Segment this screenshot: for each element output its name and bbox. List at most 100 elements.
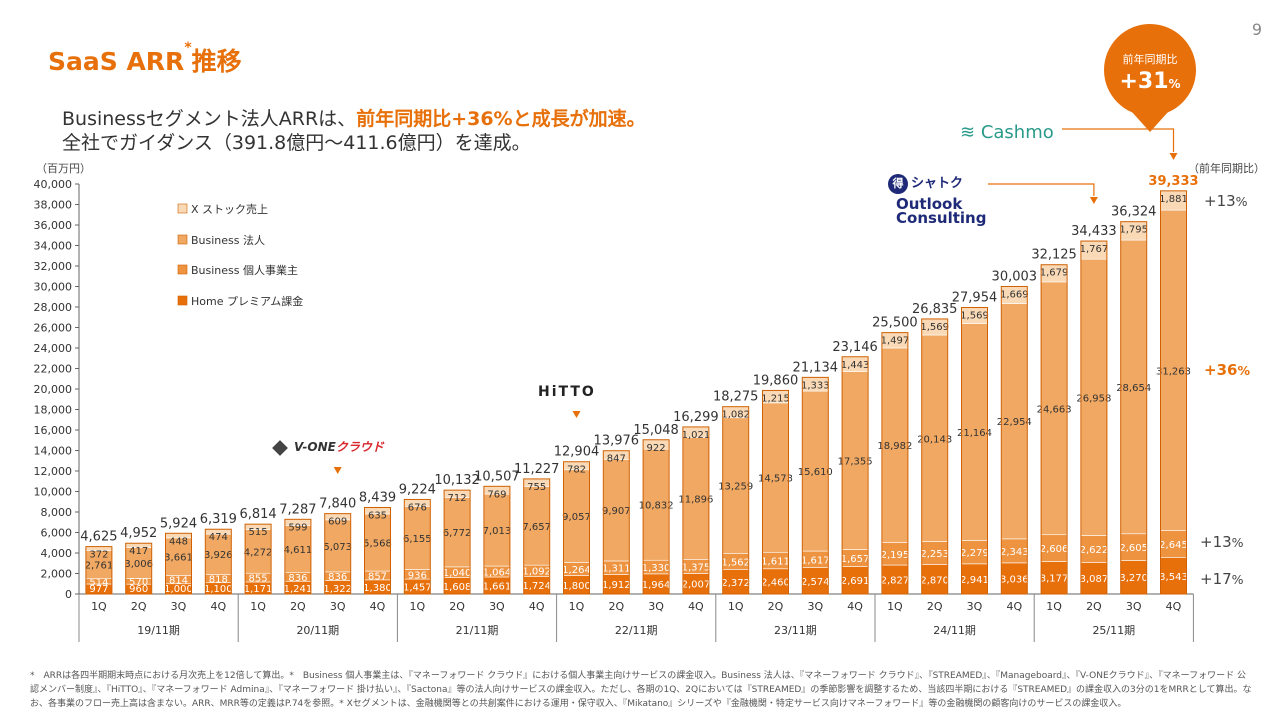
bar-outline	[324, 513, 352, 595]
bar-outline	[1160, 190, 1187, 595]
bar-label-hojin: 3,661	[164, 553, 193, 564]
x-tick-label: 3Q	[171, 600, 187, 613]
bar-outline	[602, 450, 630, 595]
shatoku-mark-icon: 得	[888, 174, 908, 194]
bar-label-home: 1,608	[443, 582, 472, 593]
bar-label-kojin: 2,622	[1080, 545, 1109, 556]
bar-total-label: 23,146	[832, 340, 878, 355]
bar-label-kojin: 836	[288, 573, 307, 584]
page-title: SaaS ARR*推移	[48, 40, 242, 78]
bar-label-x: 417	[129, 546, 148, 557]
bar-label-hojin: 5,073	[323, 542, 352, 553]
period-label: 21/11期	[456, 624, 499, 637]
bar-segment-kojin	[1160, 530, 1187, 558]
legend-swatch-x	[177, 203, 188, 214]
yoy-business-kojin: +13%	[1200, 533, 1244, 551]
y-tick-label: 24,000	[34, 342, 73, 355]
x-tick-label: 2Q	[449, 600, 465, 613]
title-footnote-mark: *	[184, 40, 192, 56]
yoy-x-stock: +13%	[1204, 192, 1248, 210]
yoy-home-premium-unit: %	[1231, 572, 1244, 587]
bar-label-x: 1,082	[721, 410, 750, 421]
yoy-header: （前年同期比）	[1188, 162, 1265, 175]
x-tick-label: 4Q	[1166, 600, 1182, 613]
bar-label-kojin: 1,562	[721, 558, 750, 569]
y-tick-label: 20,000	[34, 383, 73, 396]
bar-label-hojin: 31,263	[1156, 366, 1191, 377]
y-tick-label: 0	[65, 588, 72, 601]
x-tick-label: 1Q	[569, 600, 585, 613]
bar-label-hojin: 28,654	[1116, 383, 1151, 394]
bar-label-kojin: 570	[129, 577, 148, 588]
bar-label-kojin: 2,606	[1040, 544, 1069, 555]
bar-label-kojin: 818	[209, 575, 228, 586]
bar-segment-hojin	[443, 497, 471, 568]
bar-label-x: 847	[607, 454, 626, 465]
bar-outline	[1000, 285, 1028, 595]
y-tick-label: 36,000	[34, 219, 73, 232]
bar-label-x: 1,215	[761, 393, 790, 404]
bar-label-hojin: 20,143	[917, 434, 952, 445]
bar-label-hojin: 6,155	[403, 534, 432, 545]
bar-label-hojin: 15,610	[798, 467, 833, 478]
yoy-x-stock-unit: %	[1235, 194, 1248, 209]
shatoku-logo: 得シャトク	[888, 172, 963, 194]
bar-total-label: 11,227	[514, 462, 560, 477]
bar-label-kojin: 1,657	[841, 554, 870, 565]
outlook-logo-line-1: Outlook	[896, 195, 963, 213]
bar-label-x: 474	[209, 532, 228, 543]
bar-segment-hojin	[244, 529, 272, 574]
bar-label-hojin: 6,772	[443, 528, 472, 539]
bar-label-hojin: 7,657	[522, 522, 551, 533]
shatoku-connector-line	[988, 183, 1095, 196]
bar-segment-hojin	[961, 323, 988, 541]
x-tick-label: 4Q	[847, 600, 863, 613]
bar-outline	[364, 506, 391, 595]
bar-total-label: 27,954	[952, 290, 998, 305]
bar-label-home: 1,322	[323, 584, 352, 595]
bar-label-hojin: 17,355	[838, 456, 873, 467]
bar-segment-home	[1120, 560, 1147, 595]
bar-segment-hojin	[284, 525, 312, 574]
bar-label-x: 1,569	[960, 310, 989, 321]
bar-label-home: 2,460	[761, 577, 790, 588]
bar-label-x: 1,795	[1119, 225, 1148, 236]
bar-outline	[841, 356, 869, 595]
bar-segment-hojin	[1160, 209, 1187, 531]
bar-outline	[284, 518, 312, 595]
bar-label-kojin: 855	[249, 574, 268, 585]
bar-total-label: 15,048	[633, 423, 679, 438]
bar-label-kojin: 2,279	[960, 548, 989, 559]
bar-segment-hojin	[523, 486, 551, 566]
x-tick-label: 3Q	[330, 600, 346, 613]
bar-label-home: 2,827	[881, 576, 910, 587]
x-tick-label: 4Q	[1006, 600, 1022, 613]
bar-segment-home	[1160, 557, 1187, 595]
bar-label-kojin: 936	[408, 570, 427, 581]
yoy-business-hojin-value: +36	[1204, 361, 1238, 379]
y-tick-label: 30,000	[34, 281, 73, 294]
bar-outline	[1040, 264, 1068, 595]
bar-label-x: 676	[408, 502, 427, 513]
bar-label-hojin: 3,926	[204, 550, 233, 561]
x-tick-label: 1Q	[250, 600, 266, 613]
bar-label-kojin: 514	[89, 577, 108, 588]
bar-segment-kojin	[1000, 538, 1028, 564]
y-tick-label: 8,000	[41, 506, 73, 519]
lead-line-1-highlight: 前年同期比+36%と成長が加速。	[356, 108, 646, 130]
bar-label-kojin: 1,092	[522, 567, 551, 578]
period-label: 22/11期	[615, 624, 658, 637]
legend-swatch-hojin	[177, 234, 188, 245]
bar-segment-hojin	[364, 513, 391, 572]
yoy-badge-unit: %	[1168, 77, 1181, 91]
y-tick-label: 26,000	[34, 322, 73, 335]
bar-total-label: 4,625	[80, 530, 117, 545]
bar-outline	[204, 528, 232, 595]
legend-label-x: X ストック売上	[191, 203, 268, 216]
x-tick-label: 1Q	[91, 600, 107, 613]
yoy-badge-pointer-icon	[1132, 112, 1168, 132]
bar-label-hojin: 26,958	[1076, 393, 1111, 404]
bar-label-kojin: 1,040	[443, 568, 472, 579]
bar-label-hojin: 5,568	[363, 539, 392, 550]
bar-label-x: 1,333	[801, 380, 830, 391]
